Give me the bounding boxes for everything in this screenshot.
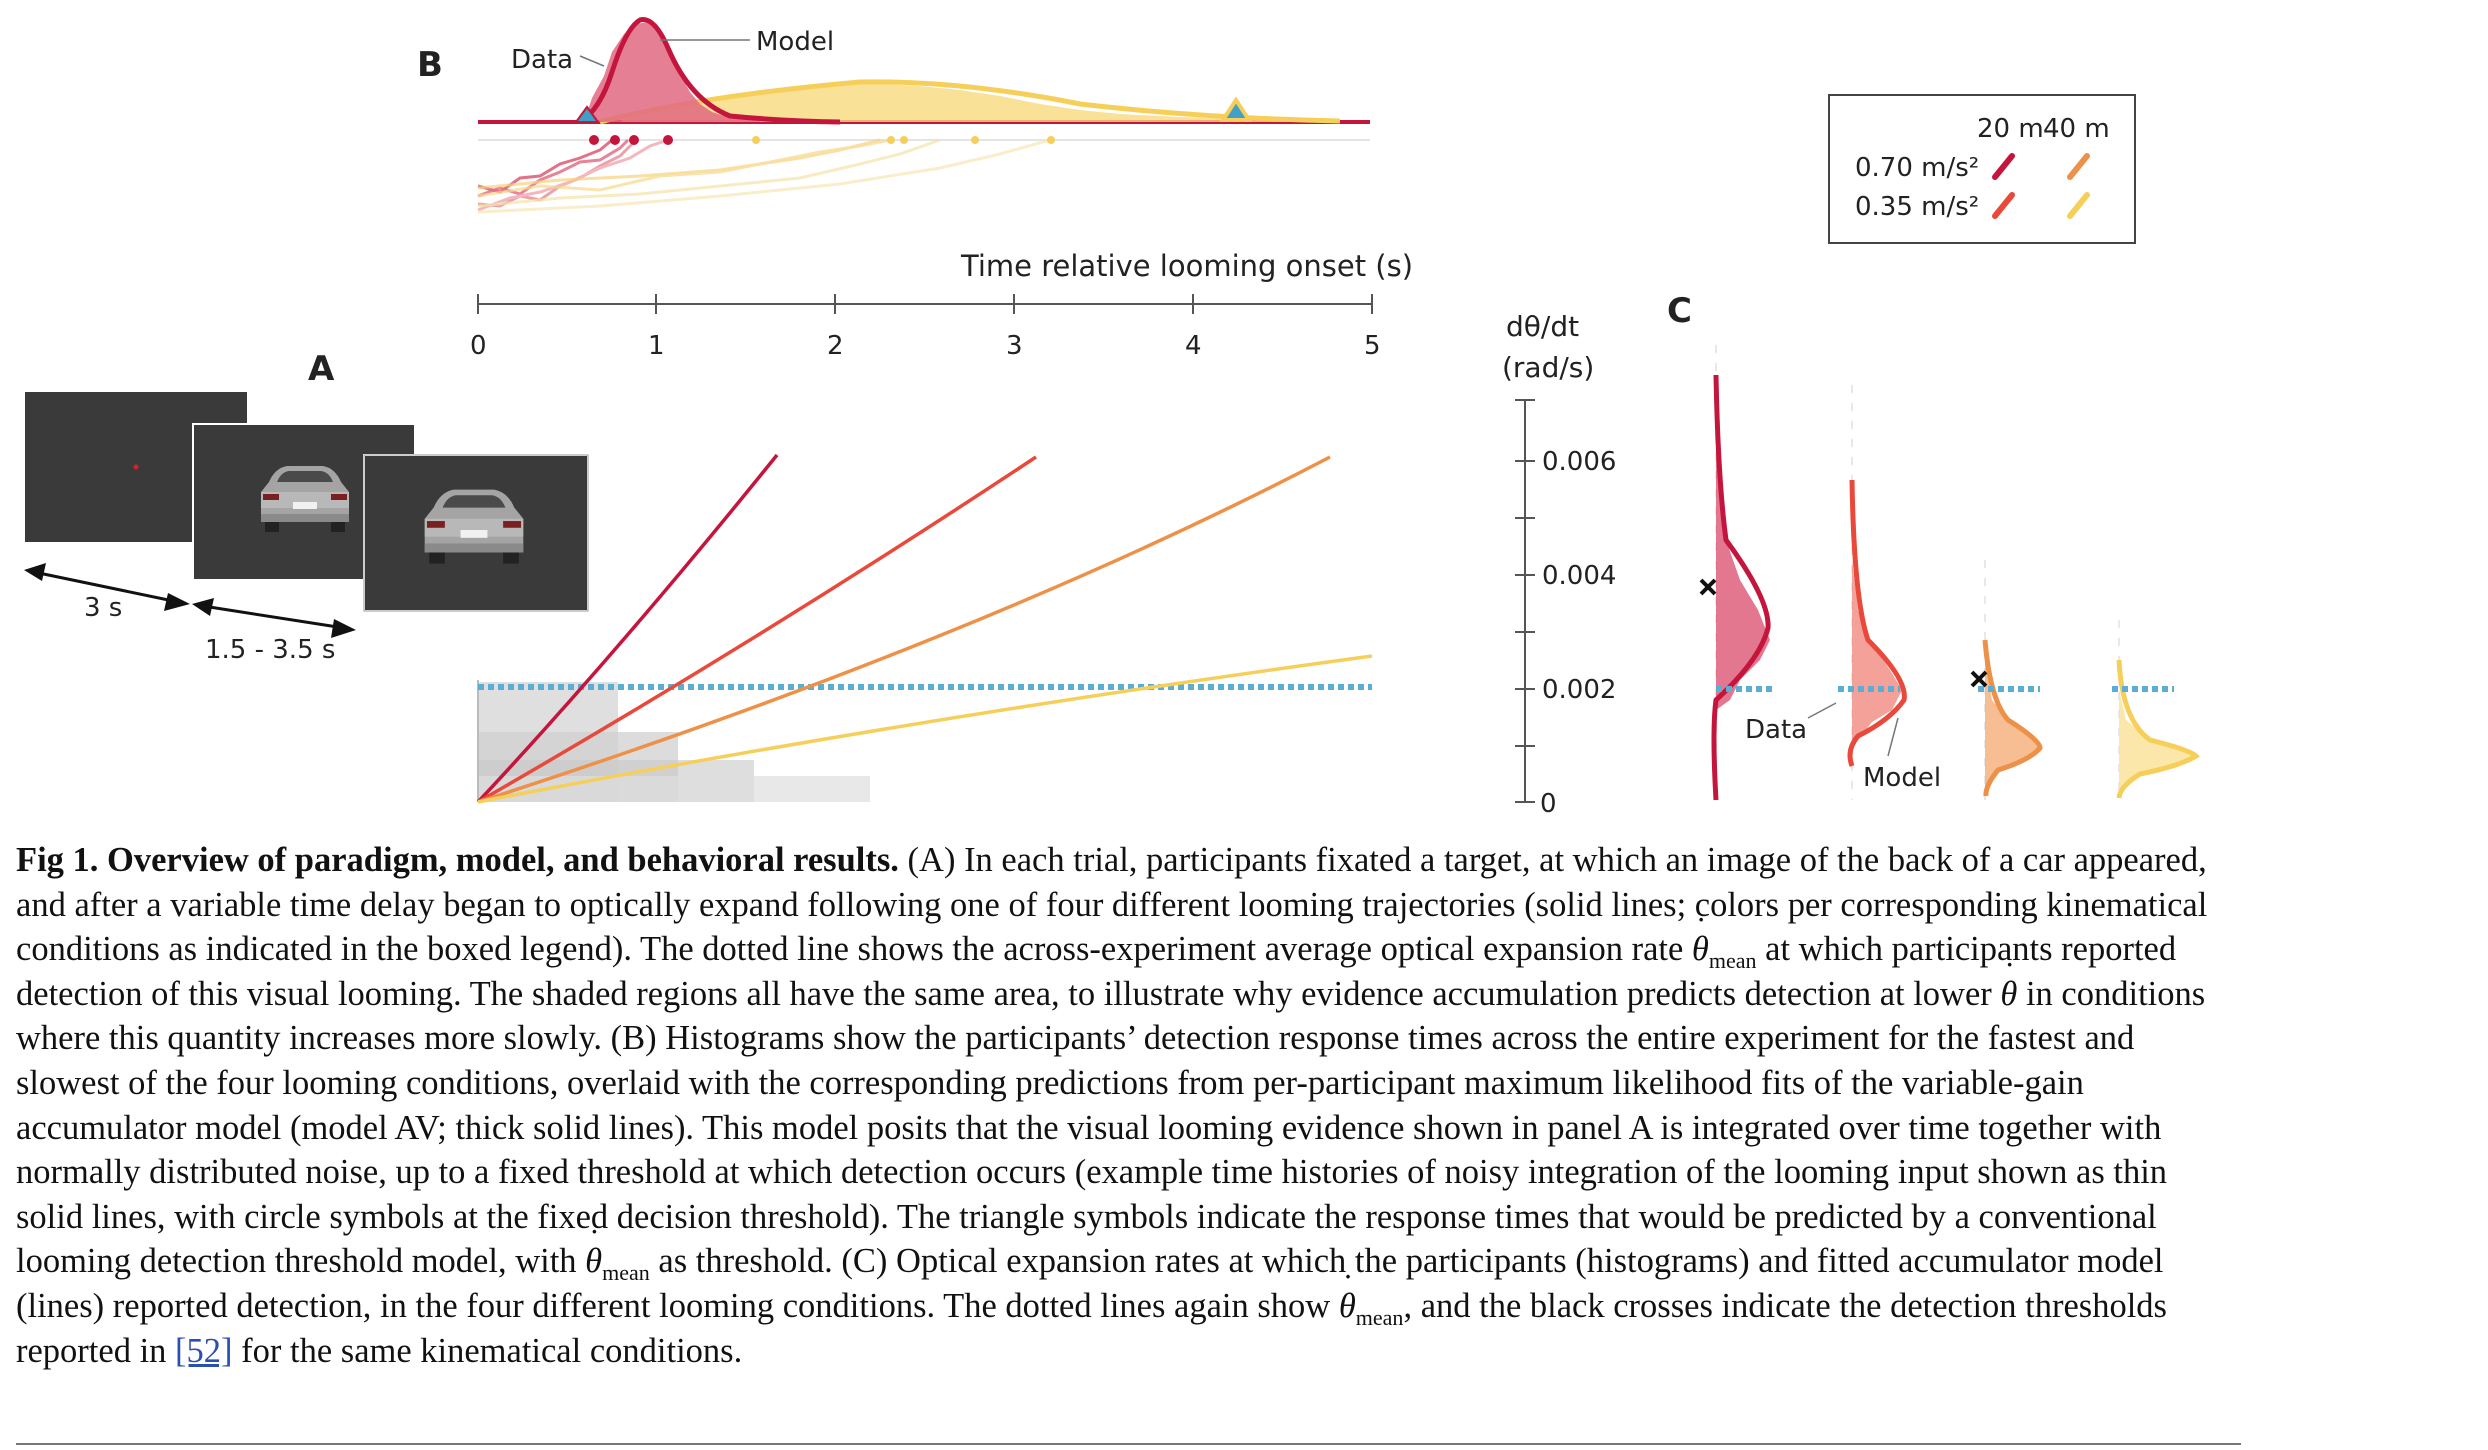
bottom-rule — [16, 1443, 2241, 1445]
triangle-slow — [1219, 96, 1253, 122]
legend-swatch-035-40m-icon — [2067, 192, 2090, 219]
figure-caption: Fig 1. Overview of paradigm, model, and … — [16, 838, 2241, 1373]
theta-dot-symbol-3: θ — [585, 1221, 602, 1284]
panel-b-label: B — [417, 45, 443, 85]
rate-histogram-3 — [1985, 660, 2040, 796]
panel-a: A — [24, 349, 1373, 804]
histogram-fast — [584, 22, 760, 122]
caption-sub-mean-2: mean — [602, 1260, 650, 1286]
panel-c-ylabel-1: dθ/dt — [1506, 310, 1579, 343]
interval-label-2: 1.5 - 3.5 s — [205, 635, 335, 665]
triangle-fast — [574, 105, 600, 123]
literature-threshold-cross-1 — [1699, 578, 1717, 596]
theta-dot-symbol-4: θ — [1339, 1265, 1356, 1329]
time-axis — [477, 294, 1373, 314]
legend-row-070: 0.70 m/s² — [1855, 153, 1979, 183]
rate-tick-0002: 0.002 — [1542, 675, 1616, 705]
panel-b-axis-label: Time relative looming onset (s) — [960, 249, 1413, 283]
threshold-dots-fast — [589, 135, 673, 145]
histogram-slow — [620, 84, 1340, 122]
panel-a-label: A — [308, 349, 335, 389]
legend-header-40m: 40 m — [2043, 114, 2110, 144]
legend-swatch-070-40m-icon — [2067, 153, 2090, 180]
model-curve-fast — [578, 17, 841, 125]
reference-link-52[interactable]: [52] — [175, 1331, 233, 1370]
rate-tick-0004: 0.004 — [1542, 561, 1616, 591]
interval-arrow-2 — [192, 598, 356, 638]
panel-b: B Data Model — [417, 17, 1413, 361]
rate-model-4 — [2116, 659, 2200, 799]
panel-b-model-label: Model — [756, 27, 834, 57]
caption-text-3: in conditions where this quantity increa… — [16, 974, 2206, 1281]
interval-arrow-1 — [24, 563, 190, 611]
threshold-dots-slow — [752, 136, 1055, 144]
caption-title: Fig 1. Overview of paradigm, model, and … — [16, 841, 899, 879]
literature-threshold-cross-2 — [1970, 670, 1988, 688]
caption-sub-mean-3: mean — [1355, 1304, 1404, 1330]
looming-trajectory-4 — [477, 654, 1373, 804]
looming-trajectory-1 — [476, 453, 779, 804]
interval-label-1: 3 s — [84, 593, 122, 623]
panel-c: C dθ/dt (rad/s) 0.006 0.004 0.002 0 — [1502, 291, 2200, 819]
car-image-small — [261, 466, 349, 532]
legend-row-035: 0.35 m/s² — [1855, 192, 1979, 222]
time-tick-2: 2 — [827, 331, 844, 361]
legend-swatch-070-20m-icon — [1992, 153, 2015, 180]
panel-c-data-label: Data — [1745, 715, 1807, 745]
looming-trajectory-2 — [477, 455, 1037, 804]
time-tick-0: 0 — [470, 331, 487, 361]
panel-b-data-label: Data — [511, 45, 573, 75]
legend-swatch-035-20m-icon — [1992, 192, 2015, 219]
rate-axis — [1515, 399, 1535, 803]
rate-histogram-2 — [1852, 560, 1902, 750]
rate-tick-0006: 0.006 — [1542, 447, 1616, 477]
panel-c-label: C — [1667, 291, 1692, 331]
rate-model-1 — [1711, 374, 1771, 801]
rate-model-3 — [1982, 639, 2043, 797]
time-tick-3: 3 — [1006, 331, 1023, 361]
panel-c-model-label: Model — [1863, 763, 1941, 793]
legend-box: 20 m 40 m 0.70 m/s² 0.35 m/s² — [1828, 94, 2136, 244]
rate-tick-0: 0 — [1540, 789, 1557, 819]
noisy-traces-slow — [477, 138, 1051, 214]
time-tick-5: 5 — [1364, 331, 1381, 361]
theta-dot-symbol-1: θ — [1692, 908, 1709, 972]
car-image-large — [424, 489, 524, 564]
caption-sub-mean-1: mean — [1708, 948, 1757, 974]
caption-text-5: , and the black crosses indicate the det… — [16, 1286, 2167, 1370]
panel-c-ylabel-2: (rad/s) — [1502, 351, 1594, 384]
fixation-target — [133, 464, 139, 470]
caption-text-4: as threshold. (C) Optical expansion rate… — [16, 1242, 2164, 1325]
rate-histogram-1 — [1716, 380, 1770, 710]
legend-header-20m: 20 m — [1977, 114, 2044, 144]
figure-graphic: A — [24, 17, 2200, 819]
time-tick-4: 4 — [1185, 331, 1202, 361]
theta-dot-symbol-2: θ — [2000, 953, 2017, 1017]
model-curve-slow — [599, 79, 1341, 125]
looming-plot — [476, 453, 1373, 804]
caption-text-2: at which participants reported detection… — [16, 930, 2177, 1013]
rate-model-2 — [1847, 479, 1907, 767]
looming-trajectory-3 — [477, 455, 1331, 804]
time-tick-1: 1 — [648, 331, 665, 361]
caption-text-1: (A) In each trial, participants fixated … — [16, 841, 2208, 969]
caption-text-6: for the same kinematical conditions. — [232, 1331, 743, 1370]
